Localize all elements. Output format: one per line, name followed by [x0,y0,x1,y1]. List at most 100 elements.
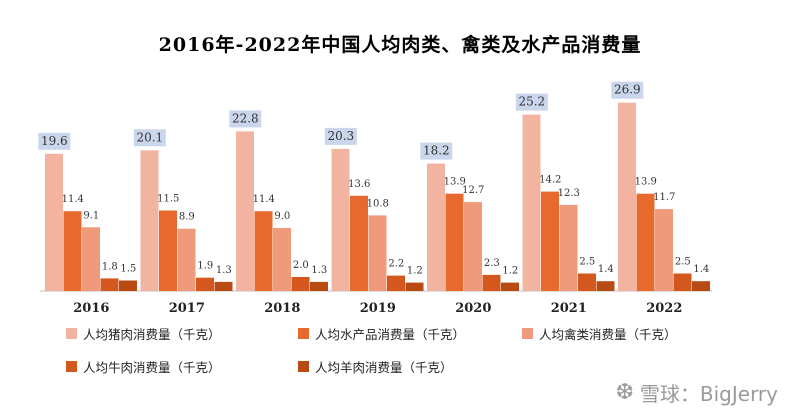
data-label-aquatic-2022: 13.9 [635,177,657,188]
bar-pork-2022 [618,102,636,291]
chart-title: 2016年-2022年中国人均肉类、禽类及水产品消费量 [158,34,642,56]
data-label-poultry-2021: 12.3 [558,188,580,199]
bar-aquatic-2019 [350,195,368,291]
data-label-poultry-2017: 8.9 [179,212,195,223]
data-label-poultry-2018: 9.0 [274,211,290,222]
bar-pork-2019 [331,148,350,291]
x-tick-label-2020: 2020 [455,301,491,316]
data-label-pork-2016: 19.6 [41,134,68,148]
bar-aquatic-2020 [445,193,464,291]
x-tick-label-2022: 2022 [646,301,682,316]
data-label-pork-2019: 20.3 [327,129,354,143]
bar-mutton-2022 [692,281,710,291]
bar-poultry-2017 [177,228,196,291]
legend-swatch-mutton [298,361,309,372]
legend-item-mutton: 人均羊肉消费量（千克） [298,357,453,376]
data-label-mutton-2018: 1.3 [311,265,327,276]
data-label-bg-2019 [324,127,357,145]
data-labels-layer: 19.611.49.11.8 1.520.111.58.91.9 1.322.811… [38,81,709,277]
legend-swatch-aquatic [298,328,309,339]
bar-poultry-2021 [559,204,578,291]
legend-label-pork: 人均猪肉消费量（千克） [83,327,221,342]
data-label-pork-2020: 18.2 [423,144,450,158]
legend-item-beef: 人均牛肉消费量（千克） [66,357,221,376]
legend-item-pork: 人均猪肉消费量（千克） [66,324,221,343]
x-tick-label-2021: 2021 [551,301,587,316]
data-label-bg-2021 [515,93,548,111]
bar-pork-2021 [522,114,541,291]
bar-mutton-2016 [119,280,137,291]
watermark-text: 雪球：BigJerry [639,382,778,406]
data-label-beef-2020: 2.3 [484,258,500,269]
legend-swatch-poultry [522,328,533,339]
legend-label-mutton: 人均羊肉消费量（千克） [315,360,453,375]
data-label-aquatic-2021: 14.2 [539,175,561,186]
data-label-bg-2016 [38,132,71,150]
x-tick-label-2019: 2019 [360,301,396,316]
snowball-logo-icon: ❆ [615,380,634,405]
data-label-mutton-2021: 1.4 [598,264,614,275]
bar-aquatic-2018 [254,211,273,291]
x-tick-label-2018: 2018 [264,301,300,316]
x-tick-label-2016: 2016 [73,301,109,316]
bar-aquatic-2021 [541,191,559,291]
data-label-aquatic-2018: 11.4 [253,194,275,205]
legend-swatch-beef [66,361,77,372]
data-label-beef-2016: 1.8 [102,261,118,272]
bar-poultry-2018 [273,228,291,291]
data-label-mutton-2020: 1.2 [502,266,518,277]
data-label-pork-2021: 25.2 [518,95,545,109]
bar-pork-2016 [45,153,63,291]
data-label-beef-2017: 1.9 [197,261,213,272]
legend-swatch-pork [66,328,77,339]
bar-poultry-2019 [368,215,387,291]
data-label-pork-2022: 26.9 [614,83,641,97]
data-label-bg-2022 [611,81,644,99]
data-label-beef-2019: 2.2 [388,259,404,270]
data-label-poultry-2016: 9.1 [83,210,99,221]
data-label-bg-2020 [420,142,453,160]
data-label-bg-2017 [133,129,166,147]
data-label-poultry-2022: 11.7 [653,192,675,203]
bar-beef-2018 [291,277,310,291]
legend-label-aquatic: 人均水产品消费量（千克） [315,327,466,342]
legend-item-poultry: 人均禽类消费量（千克） [522,324,677,343]
bar-poultry-2022 [655,209,673,291]
data-label-beef-2018: 2.0 [293,260,309,271]
legend-item-aquatic: 人均水产品消费量（千克） [298,324,465,343]
bar-beef-2022 [673,273,692,291]
legend-label-beef: 人均牛肉消费量（千克） [83,360,221,375]
data-label-pork-2018: 22.8 [232,111,259,125]
bar-mutton-2020 [501,282,519,291]
data-label-aquatic-2019: 13.6 [348,179,370,190]
bar-pork-2020 [427,163,445,291]
legend-label-poultry: 人均禽类消费量（千克） [539,327,677,342]
bar-poultry-2016 [82,227,100,291]
bar-pork-2017 [140,150,159,291]
data-label-mutton-2019: 1.2 [407,266,423,277]
data-label-poultry-2020: 12.7 [462,185,484,196]
x-tick-labels-layer: 2016 2017 2018 2019 2020 2021 2022 [73,301,682,316]
data-label-mutton-2016: 1.5 [120,264,136,275]
bar-aquatic-2016 [63,211,82,291]
x-tick-label-2017: 2017 [169,301,205,316]
data-label-aquatic-2017: 11.5 [157,194,179,205]
bar-mutton-2017 [214,281,233,291]
data-label-aquatic-2016: 11.4 [62,194,84,205]
data-label-mutton-2017: 1.3 [216,265,232,276]
data-label-beef-2022: 2.5 [675,257,691,268]
bars-layer [45,102,710,291]
bar-mutton-2018 [310,281,328,291]
watermark: ❆ 雪球：BigJerry [615,378,778,407]
bar-beef-2019 [387,275,405,291]
bar-aquatic-2017 [159,210,177,291]
data-label-beef-2021: 2.5 [579,257,595,268]
bar-beef-2017 [196,277,214,291]
bar-beef-2020 [482,274,501,291]
bar-beef-2016 [100,278,119,291]
bar-mutton-2019 [405,282,424,291]
data-label-pork-2017: 20.1 [136,130,163,144]
bar-mutton-2021 [596,281,615,291]
bar-beef-2021 [578,273,596,291]
